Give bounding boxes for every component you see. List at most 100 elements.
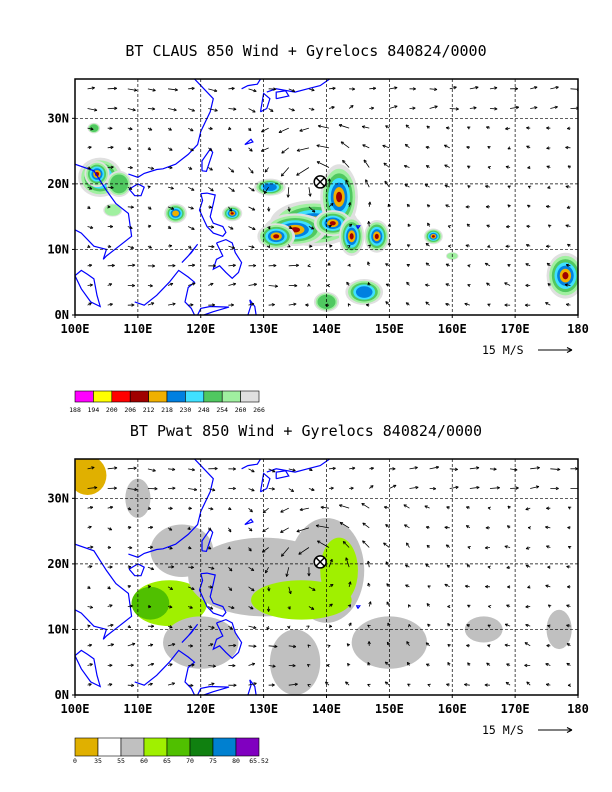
wind-vector xyxy=(464,684,470,686)
wind-vector-head xyxy=(534,106,538,110)
wind-vector-head xyxy=(566,643,571,647)
wind-vector-head xyxy=(368,201,372,205)
wind-vector xyxy=(228,186,235,192)
wind-vector-head xyxy=(426,204,431,208)
wind-vector xyxy=(87,466,95,470)
wind-vector-head xyxy=(286,194,290,198)
wind-vector xyxy=(328,467,336,470)
wind-vector-head xyxy=(444,525,448,530)
wind-vector-head xyxy=(280,529,284,533)
wind-vector-head xyxy=(448,244,452,248)
wind-vector xyxy=(384,180,390,188)
wind-vector-head xyxy=(233,683,237,687)
wind-vector xyxy=(147,468,156,472)
wind-vector-head xyxy=(383,505,388,510)
colorbar-label: 70 xyxy=(186,757,194,765)
wind-vector-head xyxy=(387,242,392,246)
wind-vector-head xyxy=(290,488,295,492)
wind-vector-head xyxy=(506,565,510,569)
wind-vector xyxy=(288,586,292,595)
wind-vector-head xyxy=(382,144,386,148)
wind-vector-head xyxy=(567,243,571,248)
wind-vector-head xyxy=(505,165,509,169)
wind-vector-head xyxy=(285,573,289,577)
wind-vector-head xyxy=(152,107,156,111)
wind-vector-head xyxy=(134,487,138,492)
wind-vector-head xyxy=(89,605,94,609)
wind-vector-head xyxy=(406,244,411,248)
wind-vector-head xyxy=(154,487,158,491)
wind-vector-head xyxy=(251,188,255,192)
wind-vector xyxy=(248,108,256,113)
wind-vector-head xyxy=(487,644,491,648)
wind-vector-head xyxy=(330,202,334,207)
wind-vector-head xyxy=(228,528,232,533)
wind-vector-head xyxy=(466,564,470,568)
wind-vector-head xyxy=(208,546,212,550)
wind-vector-head xyxy=(190,148,194,152)
wind-vector-head xyxy=(326,283,331,288)
wind-vector-head xyxy=(487,303,491,307)
coastline xyxy=(266,459,330,473)
wind-vector-head xyxy=(248,548,252,552)
lon-tick-label: 170E xyxy=(501,322,530,336)
wind-vector-head xyxy=(168,244,173,248)
wind-vector-head xyxy=(505,224,510,229)
wind-vector xyxy=(147,663,154,666)
wind-vector-head xyxy=(231,605,235,610)
wind-vector-head xyxy=(233,643,237,648)
colorbar-label: 65 xyxy=(163,757,171,765)
lon-tick-label: 130E xyxy=(249,322,278,336)
wind-vector-head xyxy=(362,144,366,148)
wind-vector-head xyxy=(370,106,375,110)
colorbar-label: 230 xyxy=(180,406,192,414)
wind-vector-head xyxy=(484,262,489,266)
wind-vector xyxy=(444,164,450,168)
wind-vector-head xyxy=(295,263,299,268)
wind-vector-head xyxy=(316,161,321,165)
wind-vector xyxy=(429,88,438,90)
wind-vector-head xyxy=(467,546,471,550)
wind-vector-head xyxy=(114,466,118,470)
colorbar-label: 266 xyxy=(253,406,265,414)
colorbar-label: 60 xyxy=(140,757,148,765)
wind-vector xyxy=(298,547,310,555)
wind-vector-head xyxy=(555,85,559,90)
wind-vector-head xyxy=(231,86,235,91)
wind-vector-head xyxy=(248,127,252,132)
wind-vector-head xyxy=(172,264,176,268)
wind-vector-head xyxy=(211,625,215,629)
wind-vector xyxy=(404,165,410,168)
wind-vector-head xyxy=(88,683,92,687)
wind-vector-head xyxy=(230,169,235,173)
wind-vector-head xyxy=(174,88,178,92)
pwat-contour xyxy=(269,629,321,695)
lon-tick-label: 130E xyxy=(249,702,278,716)
pwat-contour xyxy=(131,586,170,620)
wind-vector-head xyxy=(299,507,303,512)
wind-vector-head xyxy=(385,523,389,528)
wind-vector xyxy=(288,645,296,648)
coastline xyxy=(201,528,214,553)
wind-vector xyxy=(570,88,578,90)
wind-vector-head xyxy=(232,663,236,668)
wind-vector-head xyxy=(546,146,550,150)
wind-vector-head xyxy=(250,606,254,610)
lon-tick-label: 110E xyxy=(123,322,152,336)
wind-vector-head xyxy=(316,144,320,148)
wind-vector-head xyxy=(209,606,214,610)
wind-vector-head xyxy=(167,225,172,230)
lat-tick-label: 20N xyxy=(47,557,69,571)
wind-vector-head xyxy=(329,558,333,563)
wind-vector-head xyxy=(466,624,470,628)
wind-vector xyxy=(248,625,257,629)
wind-vector-head xyxy=(250,170,254,174)
wind-vector-head xyxy=(386,601,390,605)
wind-vector-head xyxy=(267,208,271,212)
wind-vector xyxy=(261,147,269,152)
wind-vector-head xyxy=(425,283,429,287)
wind-vector xyxy=(188,468,195,471)
wind-vector-head xyxy=(547,283,551,287)
wind-vector-head xyxy=(293,302,297,306)
wind-vector xyxy=(127,488,138,491)
